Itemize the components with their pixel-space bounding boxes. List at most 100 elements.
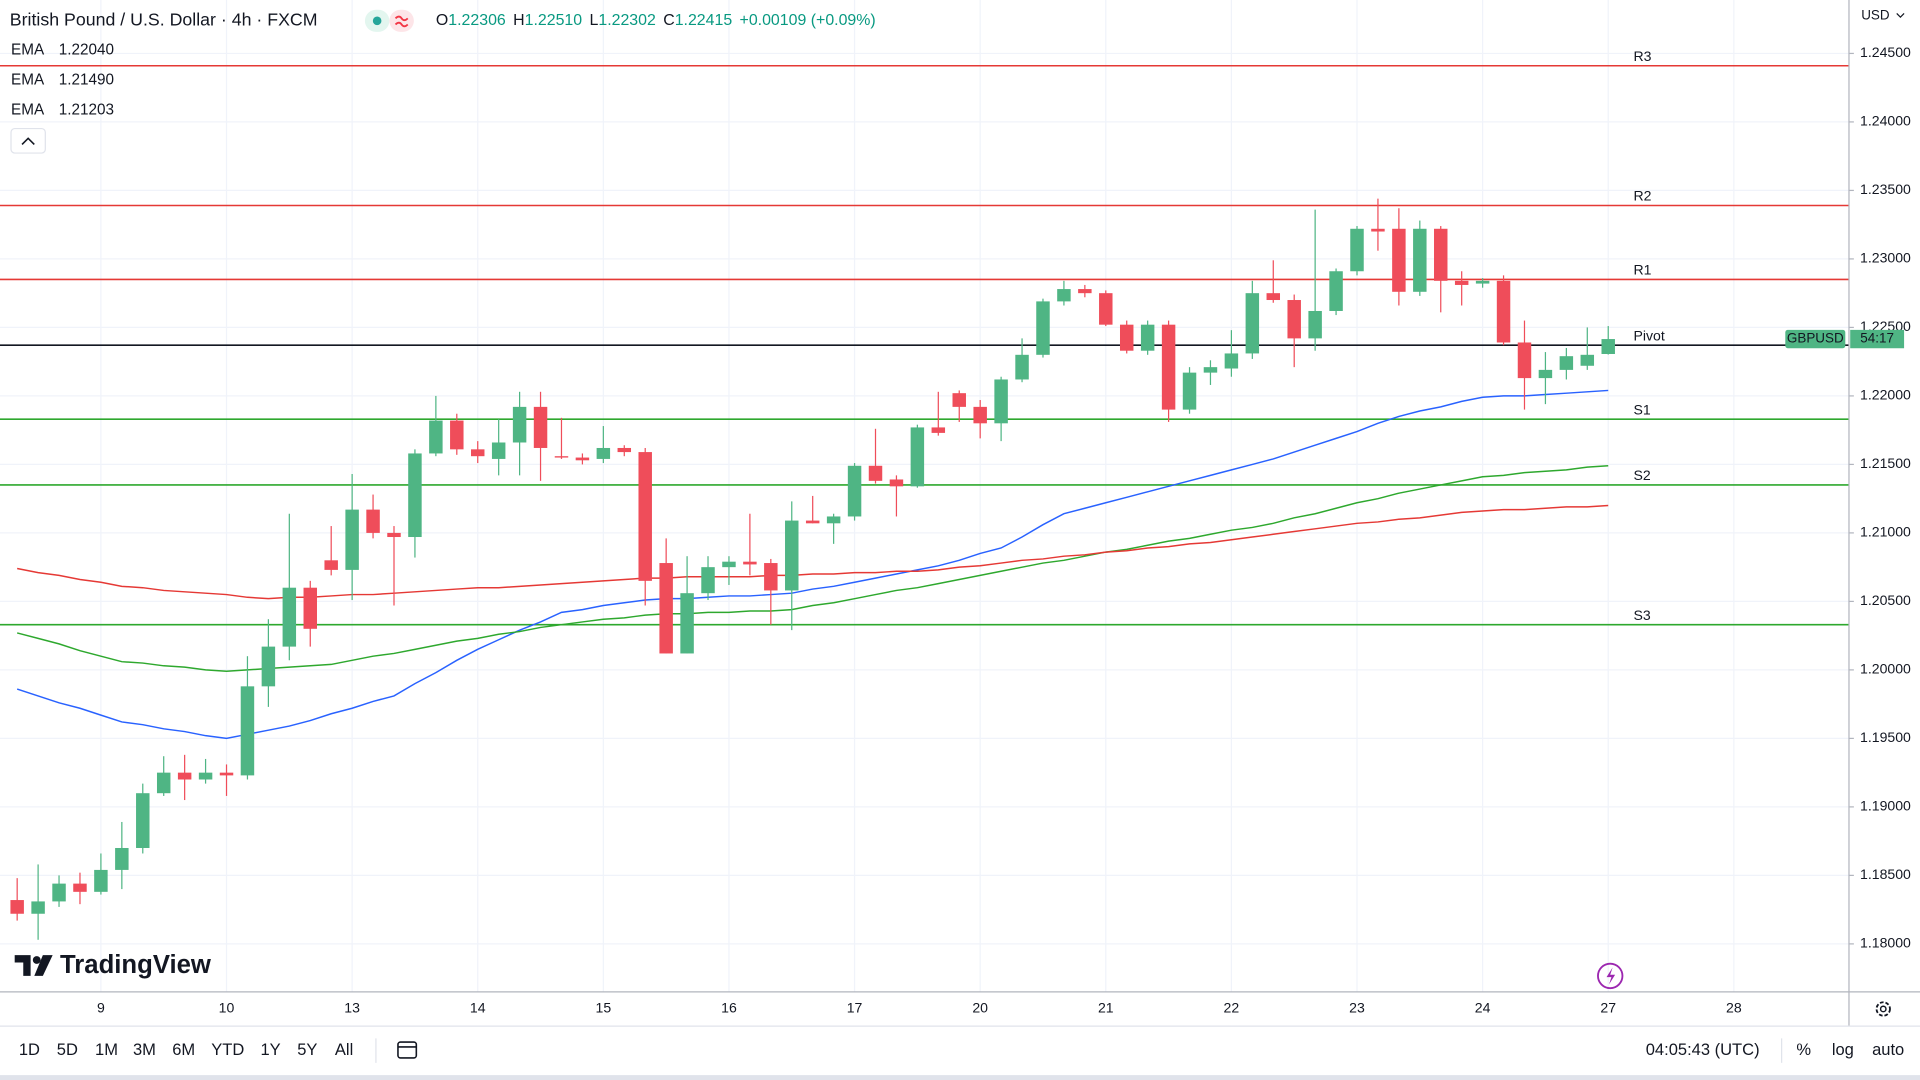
candle-body: [408, 453, 422, 538]
range-button[interactable]: 1D: [19, 1040, 40, 1059]
candle-body: [575, 457, 590, 461]
candle-body: [115, 847, 129, 870]
axes: 1.18000 1.18500 1.19000 1.19500 1.20000 1.205…: [0, 0, 1920, 1027]
candle-body: [1266, 293, 1281, 301]
currency-chevron: [1896, 13, 1905, 19]
range-button[interactable]: 5D: [57, 1040, 78, 1059]
candle-body: [952, 393, 966, 407]
candle-body: [1559, 356, 1574, 370]
market-open-dot: [372, 16, 382, 26]
candle-body: [973, 406, 987, 424]
collapse-button[interactable]: [10, 127, 46, 154]
range-button[interactable]: YTD: [211, 1040, 244, 1059]
candle-body: [1245, 293, 1260, 354]
candle-body: [240, 686, 255, 776]
candle-body: [1371, 228, 1385, 232]
scale-option[interactable]: log: [1832, 1040, 1854, 1059]
calendar-icon: [397, 1041, 418, 1059]
y-tick-label: 1.19000: [1860, 798, 1911, 814]
x-tick-label: 24: [1475, 1000, 1491, 1016]
candle-body: [1099, 293, 1113, 325]
date-range-button[interactable]: [397, 1041, 418, 1059]
candle-body: [1413, 228, 1427, 292]
candle-body: [1287, 300, 1301, 339]
x-tick-label: 10: [219, 1000, 235, 1016]
candle-body: [177, 772, 192, 780]
ema-line: [16, 465, 1609, 673]
candle-body: [805, 520, 820, 524]
candle-body: [73, 883, 87, 892]
candle-body: [1078, 289, 1092, 294]
candle-body: [303, 587, 317, 629]
y-tick-label: 1.20000: [1860, 661, 1911, 677]
ohlc-value: 1.22306: [448, 12, 506, 29]
candle-body: [491, 442, 506, 459]
ohlc-label: H: [513, 12, 525, 29]
range-button[interactable]: 1Y: [261, 1040, 281, 1059]
ema-lines: [16, 389, 1609, 740]
candle-body: [1015, 354, 1029, 380]
ohlc-label: L: [589, 12, 598, 29]
candle-body: [1538, 369, 1553, 379]
candle-body: [1475, 280, 1490, 284]
candle-body: [1140, 324, 1155, 351]
candle-body: [31, 901, 45, 914]
candle-body: [533, 406, 548, 448]
candle-body: [1580, 354, 1595, 366]
candle-body: [826, 516, 841, 524]
x-tick-label: 16: [721, 1000, 737, 1016]
pivot-label: R3: [1633, 48, 1651, 64]
range-button[interactable]: All: [335, 1040, 353, 1059]
candle-body: [1119, 324, 1134, 351]
countdown-label: 54:17: [1860, 331, 1894, 346]
y-tick-label: 1.20500: [1860, 592, 1911, 608]
candle-body: [764, 563, 778, 591]
ema-line: [16, 389, 1609, 740]
pivot-levels: R3 R2 R1 Pivot S1 S2 S3: [0, 48, 1849, 626]
candle-body: [450, 420, 464, 450]
range-button[interactable]: 1M: [95, 1040, 118, 1059]
candle-body: [1601, 339, 1615, 354]
ohlc-label: C: [663, 12, 675, 29]
event-icon[interactable]: [1597, 962, 1624, 990]
currency-label[interactable]: USD: [1861, 7, 1890, 22]
candle-body: [1496, 280, 1511, 343]
ohlc-value: 1.22302: [598, 12, 656, 29]
header: British Pound / U.S. Dollar · 4h · FXCM …: [10, 10, 876, 32]
candle-body: [1454, 280, 1469, 285]
y-tick-label: 1.23500: [1860, 181, 1911, 197]
clock[interactable]: 04:05:43 (UTC): [1646, 1040, 1760, 1059]
x-tick-label: 15: [596, 1000, 612, 1016]
candle-body: [1224, 353, 1239, 369]
settings-button[interactable]: [1875, 1001, 1891, 1017]
candle-body: [52, 883, 66, 902]
legend-value: 1.22040: [59, 41, 114, 58]
price-change: +0.00109 (+0.09%): [740, 12, 876, 29]
collapse-box[interactable]: [10, 127, 46, 154]
candle-body: [366, 509, 380, 533]
candle-body: [1203, 367, 1218, 373]
candle-body: [994, 379, 1008, 424]
candle-body: [847, 465, 862, 517]
data-pill[interactable]: [389, 9, 414, 32]
legend-value: 1.21490: [59, 71, 114, 88]
symbol-title: British Pound / U.S. Dollar · 4h · FXCM: [10, 10, 318, 30]
pivot-label: S3: [1633, 607, 1650, 623]
logo-mark-slash: [34, 955, 53, 976]
x-tick-label: 23: [1349, 1000, 1365, 1016]
scale-option[interactable]: %: [1796, 1040, 1811, 1059]
candle-body: [1329, 271, 1343, 311]
range-button[interactable]: 5Y: [297, 1040, 317, 1059]
logo-mark: [14, 955, 31, 976]
x-tick-label: 20: [972, 1000, 988, 1016]
symbol-tag: [1785, 329, 1846, 349]
range-button[interactable]: 6M: [172, 1040, 195, 1059]
candle-body: [1057, 289, 1071, 302]
scale-option[interactable]: auto: [1872, 1040, 1904, 1059]
candle-body: [471, 449, 485, 457]
y-tick-label: 1.24500: [1860, 44, 1911, 60]
range-button[interactable]: 3M: [133, 1040, 156, 1059]
chevron-icon: [21, 137, 35, 146]
